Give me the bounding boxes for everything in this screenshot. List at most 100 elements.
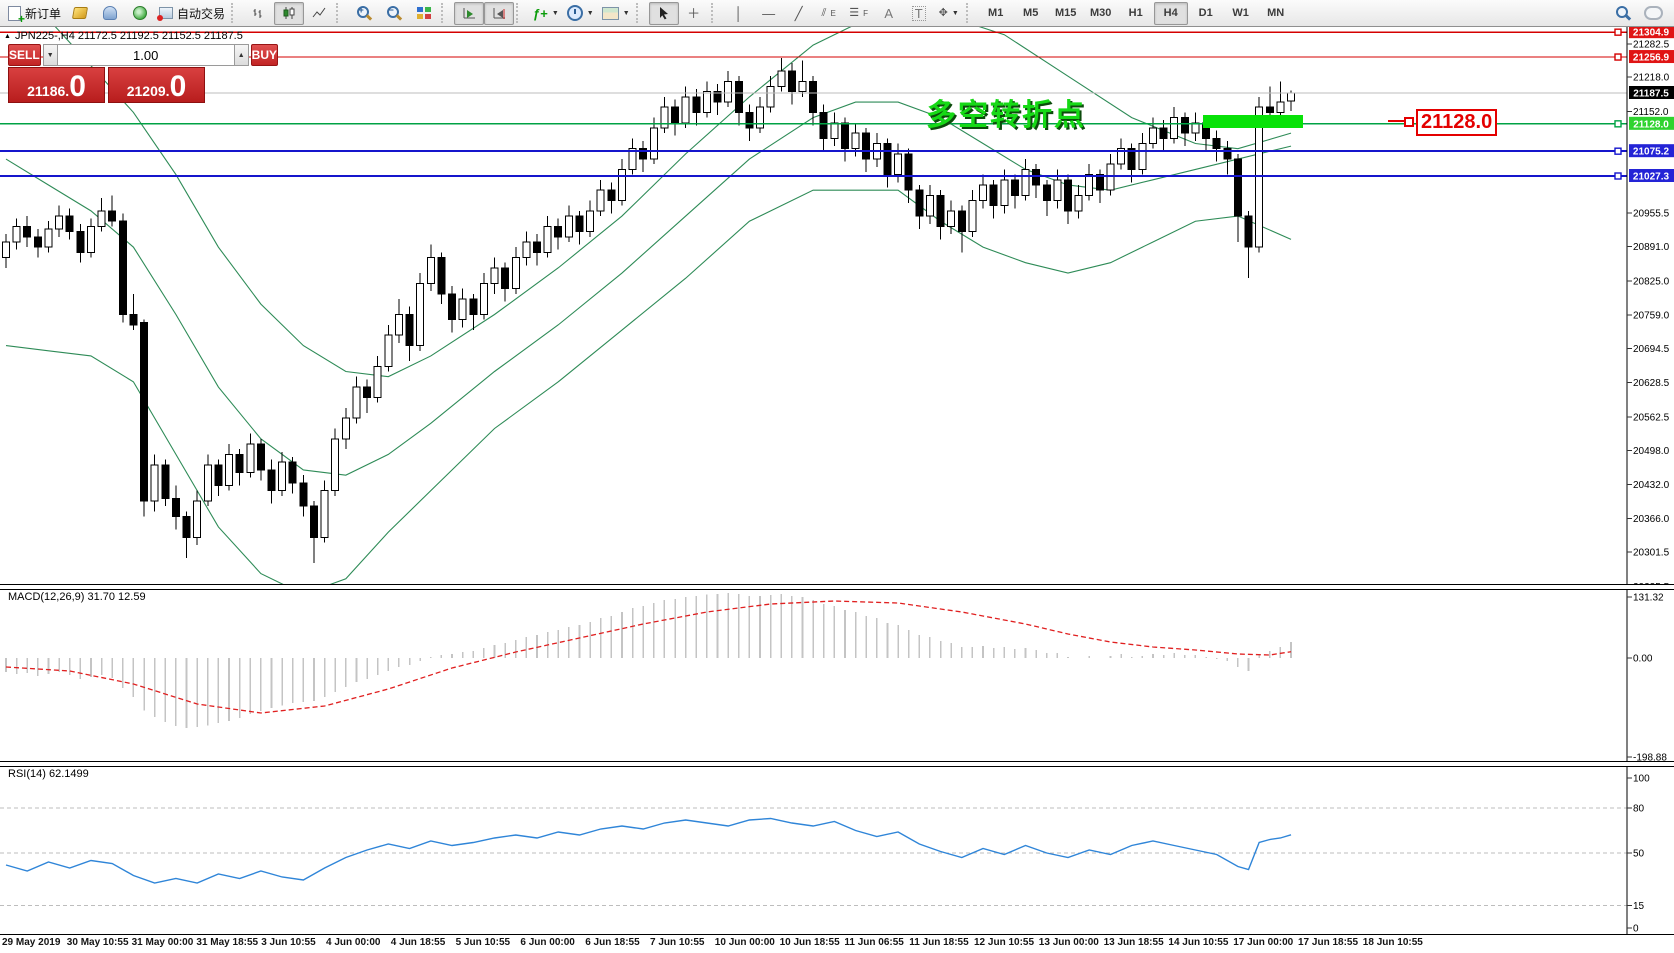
svg-text:0: 0 — [1633, 924, 1639, 935]
time-label: 17 Jun 18:55 — [1298, 937, 1359, 948]
time-label: 31 May 00:00 — [131, 937, 194, 948]
toolbar: 新订单 自动交易 + − — [0, 0, 1674, 27]
svg-text:20694.5: 20694.5 — [1633, 344, 1670, 355]
time-axis[interactable]: 29 May 2019 30 May 10:55 31 May 00:00 31 Ma… — [0, 936, 1674, 953]
period-button[interactable]: ▼ — [563, 2, 598, 25]
timeframe-button-w1[interactable]: W1 — [1232, 7, 1249, 19]
add-indicator-button[interactable]: ƒ+ ▼ — [529, 2, 563, 25]
chart-annotation-text[interactable]: 多空转折点 — [926, 99, 1086, 132]
arrows-button[interactable]: ✥ ▼ — [934, 2, 964, 25]
macd-pane[interactable]: 131.32 0.00 -198.88 — [0, 589, 1674, 762]
tile-windows-button[interactable] — [409, 2, 439, 25]
text-button[interactable]: A — [874, 2, 904, 25]
quotes-button[interactable] — [65, 2, 95, 25]
svg-text:20759.0: 20759.0 — [1633, 311, 1670, 322]
equidistant-channel-button[interactable]: ⫽ E — [814, 2, 844, 25]
zoom-in-icon: + — [356, 5, 372, 21]
horizontal-line-icon: — — [762, 5, 776, 21]
pane-separator[interactable] — [0, 584, 1674, 590]
volume-decrease-button[interactable]: ▼ — [42, 44, 58, 66]
timeframe-button-m15[interactable]: M15 — [1054, 7, 1077, 19]
search-icon — [1615, 5, 1631, 21]
toolbar-separator — [231, 3, 240, 23]
search-button[interactable] — [1608, 2, 1638, 25]
svg-text:21304.9: 21304.9 — [1633, 28, 1670, 39]
timeframe-button-m30[interactable]: M30 — [1089, 7, 1112, 19]
main-chart-pane[interactable]: 21282.5 21218.0 21152.0 20955.5 20891.0 20825… — [0, 27, 1674, 585]
volume-increase-button[interactable]: ▲ — [233, 44, 249, 66]
signal-icon — [133, 6, 148, 20]
toolbar-separator — [516, 3, 525, 23]
sell-button[interactable]: SELL — [8, 44, 41, 66]
price-callout-label[interactable]: 21128.0 — [1416, 109, 1498, 136]
sell-price-button[interactable]: 21186. 0 — [8, 67, 105, 103]
zoom-out-icon: − — [386, 5, 402, 21]
candlestick-chart-button[interactable] — [274, 1, 305, 25]
buy-price-int: 21209 — [126, 82, 166, 99]
volume-input[interactable] — [57, 44, 234, 66]
vertical-line-button[interactable]: │ — [724, 2, 754, 25]
buy-price-dot: . — [165, 82, 170, 99]
time-label: 4 Jun 18:55 — [390, 937, 446, 948]
bar-chart-button[interactable] — [244, 2, 274, 25]
auto-trading-button[interactable]: 自动交易 — [155, 2, 229, 25]
auto-scroll-button[interactable] — [454, 1, 485, 25]
time-label: 29 May 2019 — [2, 937, 61, 948]
toolbar-separator — [635, 3, 645, 23]
time-label: 11 Jun 18:55 — [909, 937, 969, 948]
toolbar-separator — [710, 3, 720, 23]
trendline-icon: ╱ — [794, 5, 803, 21]
timeframe-button-mn[interactable]: MN — [1267, 7, 1285, 19]
timeframe-button-m1[interactable]: M1 — [988, 7, 1004, 19]
timeframe-button-d1[interactable]: D1 — [1198, 7, 1213, 19]
timeframe-button-h1[interactable]: H1 — [1128, 7, 1143, 19]
line-chart-icon — [312, 7, 325, 18]
quotes-icon — [71, 7, 89, 19]
sell-price-frac: 0 — [69, 70, 86, 103]
pane-separator[interactable] — [0, 761, 1674, 767]
zoom-out-button[interactable]: − — [379, 2, 409, 25]
timeframe-button-h4[interactable]: H4 — [1153, 1, 1188, 25]
svg-text:50: 50 — [1633, 849, 1645, 860]
profiles-button[interactable] — [95, 2, 125, 25]
time-label: 17 Jun 00:00 — [1233, 937, 1294, 948]
text-label-icon: T — [911, 5, 926, 21]
template-button[interactable]: ▼ — [598, 2, 634, 25]
buy-price-button[interactable]: 21209. 0 — [108, 67, 205, 103]
support-highlight-bar[interactable] — [1203, 115, 1303, 128]
trendline-button[interactable]: ╱ — [784, 2, 814, 25]
new-order-icon — [8, 5, 25, 26]
collapse-panel-icon[interactable]: ▲ — [4, 32, 11, 40]
price-callout-anchor[interactable] — [1404, 117, 1414, 127]
symbol-header: ▲ JPN225-,H4 21172.5 21192.5 21152.5 211… — [4, 30, 243, 42]
timeframe-button-m5[interactable]: M5 — [1023, 7, 1039, 19]
svg-text:20562.5: 20562.5 — [1633, 412, 1670, 423]
new-order-button[interactable]: 新订单 — [4, 2, 65, 26]
time-label: 4 Jun 00:00 — [326, 937, 381, 948]
svg-text:80: 80 — [1633, 804, 1645, 815]
macd-header: MACD(12,26,9) 31.70 12.59 — [8, 591, 146, 603]
chat-button[interactable] — [1638, 2, 1668, 25]
chart-shift-button[interactable] — [484, 1, 515, 25]
time-label: 6 Jun 18:55 — [585, 937, 640, 948]
fibonacci-button[interactable]: ☰ F — [844, 2, 874, 25]
signals-button[interactable] — [125, 2, 155, 25]
svg-text:20955.5: 20955.5 — [1633, 209, 1670, 220]
horizontal-line-button[interactable]: — — [754, 2, 784, 25]
line-chart-button[interactable] — [304, 2, 334, 25]
text-label-button[interactable]: T — [904, 2, 934, 25]
profile-icon — [103, 6, 118, 20]
symbol-ohlc-text: JPN225-,H4 21172.5 21192.5 21152.5 21187… — [14, 30, 243, 42]
buy-button[interactable]: BUY — [250, 44, 279, 66]
rsi-header: RSI(14) 62.1499 — [8, 768, 89, 780]
toolbar-separator — [336, 3, 345, 23]
vertical-line-icon: │ — [734, 5, 743, 21]
svg-text:21218.0: 21218.0 — [1633, 73, 1670, 84]
zoom-in-button[interactable]: + — [349, 2, 379, 25]
cursor-button[interactable] — [648, 1, 679, 25]
time-label: 31 May 18:55 — [196, 937, 259, 948]
crosshair-button[interactable]: ＋ — [679, 2, 709, 25]
chat-icon — [1643, 6, 1663, 20]
rsi-pane[interactable]: 100 80 50 15 0 — [0, 766, 1674, 934]
